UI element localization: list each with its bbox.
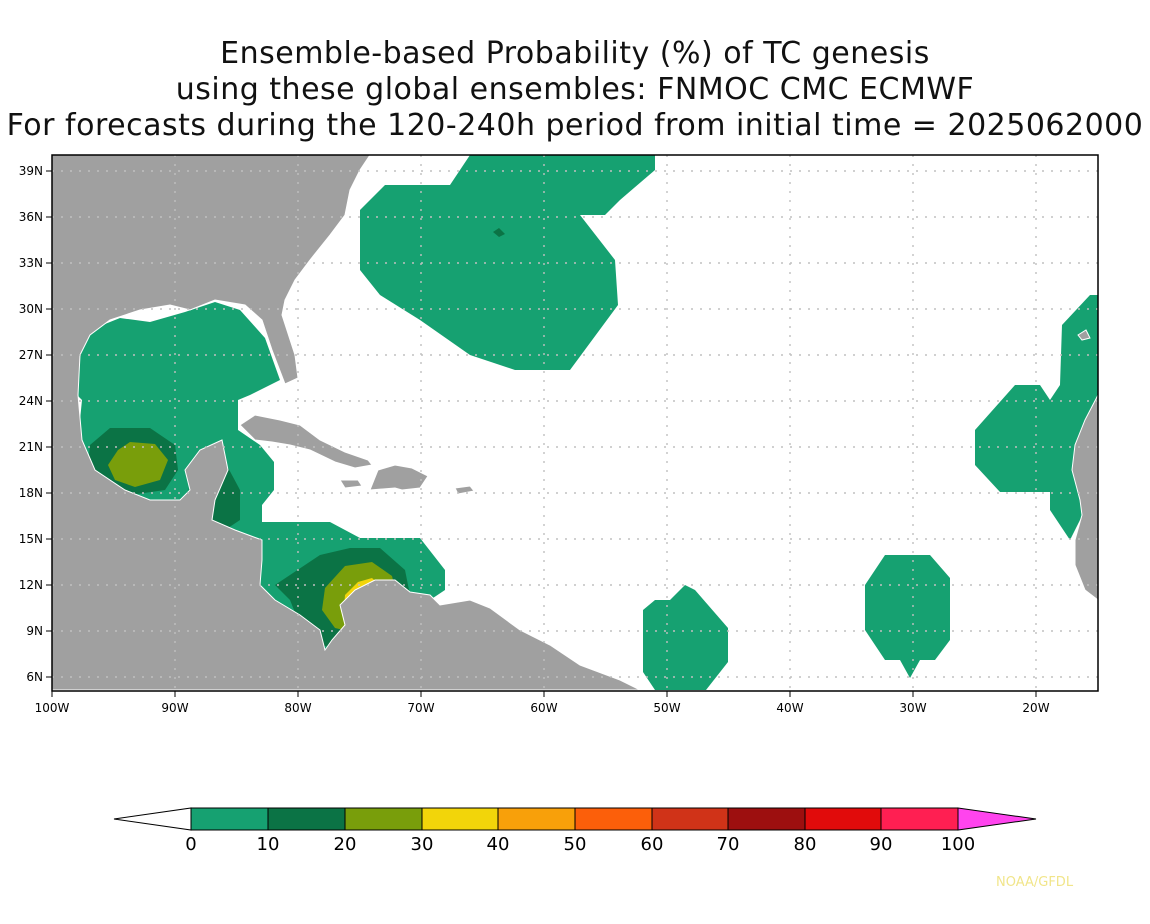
western-atlantic-peak bbox=[493, 228, 505, 237]
colorbar-bin-80-90 bbox=[804, 807, 882, 831]
colorbar-bin-40-50 bbox=[497, 807, 576, 831]
western-atlantic-blob bbox=[360, 155, 655, 370]
central-atlantic-region bbox=[643, 585, 728, 690]
lat-label-39n: 39N bbox=[19, 164, 43, 178]
colorbar-overflow-arrow bbox=[957, 807, 1037, 831]
map-area bbox=[52, 155, 1098, 691]
lon-label-30w: 30W bbox=[899, 701, 926, 715]
lat-label-27n: 27N bbox=[19, 348, 43, 362]
lon-label-40w: 40W bbox=[776, 701, 803, 715]
colorbar-label-80: 80 bbox=[794, 834, 817, 855]
lat-axis-labels: 6N 9N 12N 15N 18N 21N 24N 27N 30N 33N 36… bbox=[19, 164, 43, 684]
lat-label-12n: 12N bbox=[19, 578, 43, 592]
lon-label-20w: 20W bbox=[1022, 701, 1049, 715]
colorbar-label-0: 0 bbox=[185, 834, 196, 855]
lon-label-90w: 90W bbox=[161, 701, 188, 715]
colorbar-label-40: 40 bbox=[487, 834, 510, 855]
lon-label-80w: 80W bbox=[284, 701, 311, 715]
colorbar-bin-60-70 bbox=[651, 807, 729, 831]
colorbar-label-10: 10 bbox=[257, 834, 280, 855]
hispaniola-land bbox=[369, 464, 429, 491]
colorbar-bin-70-80 bbox=[727, 807, 806, 831]
credit-text: NOAA/GFDL bbox=[996, 875, 1074, 890]
lon-axis-labels: 100W 90W 80W 70W 60W 50W 40W 30W 20W bbox=[35, 701, 1050, 715]
colorbar-label-20: 20 bbox=[334, 834, 357, 855]
land bbox=[52, 155, 1098, 691]
tick-marks bbox=[46, 170, 1037, 697]
north-america-land bbox=[52, 155, 641, 691]
lat-label-21n: 21N bbox=[19, 440, 43, 454]
colorbar-underflow-arrow bbox=[113, 807, 192, 831]
title-line-2: using these global ensembles: FNMOC CMC … bbox=[175, 72, 975, 107]
lon-label-100w: 100W bbox=[35, 701, 70, 715]
colorbar-bin-50-60 bbox=[574, 807, 653, 831]
campeche-olive bbox=[108, 442, 168, 487]
colorbar-label-60: 60 bbox=[641, 834, 664, 855]
lat-label-30n: 30N bbox=[19, 302, 43, 316]
lat-label-18n: 18N bbox=[19, 486, 43, 500]
lon-label-70w: 70W bbox=[407, 701, 434, 715]
eastern-atlantic-region bbox=[865, 555, 950, 678]
lon-label-50w: 50W bbox=[653, 701, 680, 715]
title-line-3: For forecasts during the 120-240h period… bbox=[6, 108, 1144, 143]
colorbar-bin-20-30 bbox=[344, 807, 423, 831]
africa-land bbox=[1071, 394, 1098, 601]
gridlines bbox=[52, 155, 1098, 691]
jamaica-land bbox=[339, 479, 363, 489]
map-frame bbox=[51, 154, 1099, 692]
lon-label-60w: 60W bbox=[530, 701, 557, 715]
lat-label-6n: 6N bbox=[26, 670, 43, 684]
colorbar-bin-90-100 bbox=[880, 807, 959, 831]
colorbar-label-70: 70 bbox=[717, 834, 740, 855]
colorbar-bin-10-20 bbox=[267, 807, 346, 831]
title-line-1: Ensemble-based Probability (%) of TC gen… bbox=[220, 36, 930, 71]
cuba-land bbox=[239, 414, 373, 469]
colorbar-labels: 0 10 20 30 40 50 60 70 80 90 100 bbox=[185, 834, 975, 855]
canary-island bbox=[1077, 329, 1091, 341]
colorbar bbox=[113, 807, 1037, 831]
colorbar-label-50: 50 bbox=[564, 834, 587, 855]
colorbar-label-100: 100 bbox=[941, 834, 975, 855]
colorbar-bin-30-40 bbox=[421, 807, 499, 831]
lat-label-15n: 15N bbox=[19, 532, 43, 546]
colorbar-label-30: 30 bbox=[411, 834, 434, 855]
colorbar-bin-0-10 bbox=[190, 807, 269, 831]
lat-label-36n: 36N bbox=[19, 210, 43, 224]
puerto-rico-land bbox=[454, 485, 475, 495]
lat-label-9n: 9N bbox=[26, 624, 43, 638]
colorbar-label-90: 90 bbox=[870, 834, 893, 855]
lat-label-33n: 33N bbox=[19, 256, 43, 270]
lat-label-24n: 24N bbox=[19, 394, 43, 408]
